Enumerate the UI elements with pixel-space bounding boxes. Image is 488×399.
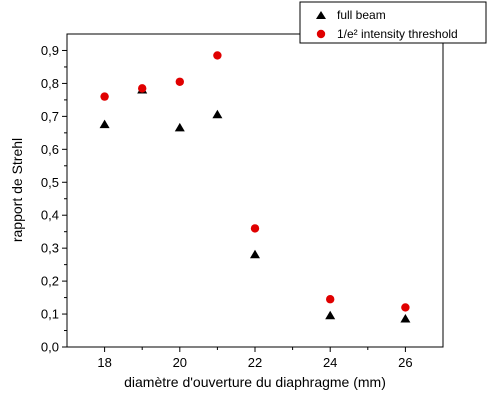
y-axis-title: rapport de Strehl	[9, 138, 25, 242]
point-full-beam	[400, 313, 411, 323]
point-threshold	[326, 295, 335, 304]
point-threshold	[175, 77, 184, 86]
point-threshold	[213, 51, 222, 60]
x-tick-label: 22	[248, 355, 262, 370]
x-tick-label: 24	[323, 355, 337, 370]
x-tick-label: 20	[173, 355, 187, 370]
x-axis: 18 20 22 24 26	[97, 347, 413, 370]
y-tick-label: 0,0	[41, 340, 59, 355]
point-threshold	[401, 303, 410, 312]
point-threshold	[138, 84, 147, 93]
point-full-beam	[212, 109, 223, 119]
legend-marker-full-beam	[316, 11, 326, 19]
y-tick-label: 0,1	[41, 307, 59, 322]
legend-marker-threshold	[316, 29, 326, 39]
data-points	[99, 51, 411, 323]
y-tick-label: 0,3	[41, 241, 59, 256]
y-axis: 0,0 0,1 0,2 0,3 0,4 0,5 0,6 0,7 0,8 0,9	[41, 43, 67, 355]
y-tick-label: 0,7	[41, 109, 59, 124]
legend-label-threshold: 1/e² intensity threshold	[337, 27, 458, 41]
point-full-beam	[250, 249, 260, 259]
x-tick-label: 26	[398, 355, 412, 370]
y-tick-label: 0,5	[41, 175, 59, 190]
point-full-beam	[325, 310, 336, 320]
y-tick-label: 0,2	[41, 274, 59, 289]
legend-box	[299, 1, 487, 44]
legend-label-full-beam: full beam	[337, 8, 386, 22]
y-tick-label: 0,6	[41, 142, 59, 157]
point-threshold	[100, 92, 109, 101]
x-tick-label: 18	[97, 355, 111, 370]
y-tick-label: 0,9	[41, 43, 59, 58]
point-full-beam	[174, 122, 185, 132]
point-threshold	[250, 224, 260, 233]
plot-frame	[66, 33, 444, 348]
x-axis-title: diamètre d'ouverture du diaphragme (mm)	[124, 374, 386, 390]
y-tick-label: 0,8	[41, 76, 59, 91]
y-tick-label: 0,4	[41, 208, 59, 223]
legend: full beam 1/e² intensity threshold	[299, 1, 487, 44]
point-full-beam	[99, 119, 110, 129]
